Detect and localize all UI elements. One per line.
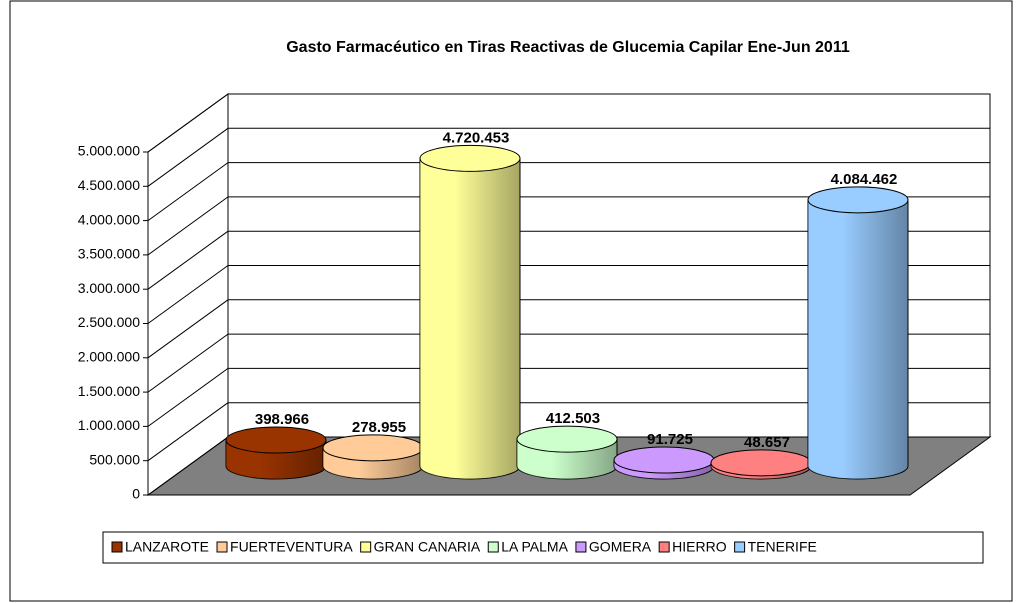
cylinder-top (419, 144, 521, 172)
data-label: 278.955 (352, 419, 406, 436)
y-tick-label: 3.000.000 (78, 280, 140, 296)
legend-swatch (111, 541, 123, 553)
cylinder-top (225, 426, 327, 454)
grid-line (147, 333, 229, 393)
y-tick-label: 1.000.000 (78, 417, 140, 433)
cylinder-top (807, 186, 909, 214)
y-tick-label: 2.000.000 (78, 349, 140, 365)
grid-line (147, 162, 229, 222)
cylinder-top (322, 434, 424, 462)
cylinder-top (516, 425, 618, 453)
cylinder-shade (808, 199, 908, 479)
grid-line (147, 196, 229, 256)
legend-label: TENERIFE (748, 539, 817, 555)
grid-line (147, 265, 229, 324)
grid-line (147, 93, 229, 153)
legend-label: HIERRO (672, 539, 727, 555)
grid-line (147, 127, 229, 187)
data-label: 4.084.462 (831, 171, 898, 188)
chart-title: Gasto Farmacéutico en Tiras Reactivas de… (286, 39, 850, 56)
legend-swatch (734, 541, 746, 553)
grid-line (147, 436, 229, 496)
y-tick-label: 4.000.000 (78, 211, 140, 227)
y-tick-label: 3.500.000 (78, 246, 140, 262)
legend-swatch (575, 541, 587, 553)
legend-swatch (360, 541, 372, 553)
y-tick-label: 2.500.000 (78, 314, 140, 330)
grid-line (147, 299, 229, 359)
grid-line (147, 402, 229, 462)
legend-label: GRAN CANARIA (374, 539, 481, 555)
data-label: 398.966 (255, 411, 309, 428)
y-tick-label: 500.000 (89, 451, 140, 467)
data-label: 412.503 (546, 410, 600, 427)
y-tick-label: 4.500.000 (78, 177, 140, 193)
legend-swatch (658, 541, 670, 553)
legend-label: GOMERA (589, 539, 652, 555)
data-label: 48.657 (744, 434, 790, 451)
y-tick-label: 1.500.000 (78, 383, 140, 399)
y-tick-label: 5.000.000 (78, 143, 140, 159)
grid-line (147, 230, 229, 290)
data-label: 91.725 (647, 431, 693, 448)
legend-swatch (216, 541, 228, 553)
legend-label: LA PALMA (501, 539, 568, 555)
cylinder-top (613, 446, 715, 474)
legend-box (102, 531, 984, 564)
data-label: 4.720.453 (443, 129, 510, 146)
y-tick-label: 0 (132, 486, 140, 502)
legend-label: LANZAROTE (125, 539, 209, 555)
legend-label: FUERTEVENTURA (230, 539, 353, 555)
legend-swatch (487, 541, 499, 553)
cylinder-top (710, 449, 812, 477)
grid-line (147, 367, 229, 427)
cylinder-shade (420, 158, 520, 479)
